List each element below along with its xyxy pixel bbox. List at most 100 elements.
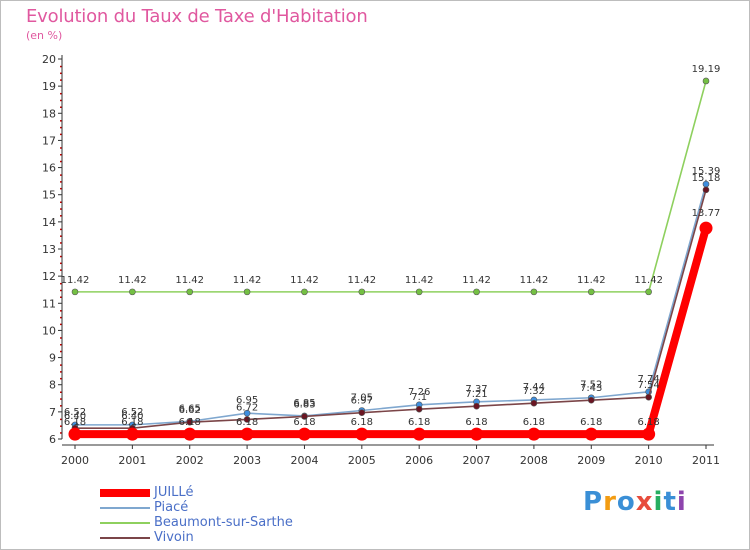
data-label: 7.26: [408, 387, 430, 398]
axes: 6 7 8 9 10 11 12 13 14 15 16 17 18 19 20 2000 2001 2002 20…: [42, 53, 720, 467]
data-label: 7.37: [465, 384, 487, 395]
y-minor-tick: [60, 262, 62, 265]
y-minor-tick: [60, 201, 62, 203]
data-point: [530, 288, 538, 296]
logo-letter: o: [616, 487, 636, 517]
y-tick-label: 13: [42, 243, 56, 256]
x-tick-label: 2004: [290, 454, 318, 467]
legend-swatch: [100, 537, 150, 539]
y-minor-tick: [60, 92, 62, 95]
data-label: 15.18: [692, 173, 721, 184]
data-label: 15.39: [692, 166, 721, 177]
data-point: [243, 416, 251, 423]
y-minor-tick: [60, 316, 62, 319]
logo-letter: P: [583, 487, 604, 517]
data-point: [642, 427, 656, 441]
y-minor-tick: [60, 344, 62, 346]
data-label: 13.77: [692, 208, 721, 219]
legend-label: JUILLé: [154, 485, 194, 500]
y-tick-label: 10: [42, 324, 56, 337]
y-tick-label: 17: [42, 134, 56, 147]
data-point: [297, 427, 311, 441]
legend-label: Vivoin: [154, 530, 194, 545]
data-point: [68, 427, 82, 441]
y-minor-tick: [60, 228, 62, 231]
y-tick-label: 11: [42, 297, 56, 310]
x-tick-label: 2011: [692, 454, 720, 467]
logo-letter: i: [676, 487, 687, 517]
logo-letter: i: [653, 487, 664, 517]
data-label: 19.19: [692, 64, 721, 75]
data-label: 6.18: [408, 417, 430, 428]
x-tick-label: 2010: [635, 454, 663, 467]
y-minor-tick: [60, 269, 62, 271]
y-minor-tick: [60, 126, 62, 129]
data-point: [125, 427, 139, 441]
data-label: 6.18: [236, 417, 258, 428]
y-minor-tick: [60, 323, 62, 326]
data-point: [645, 393, 652, 401]
data-label: 7.32: [523, 386, 545, 397]
y-tick-label: 20: [42, 53, 56, 66]
data-point: [587, 288, 595, 296]
data-label: 6.72: [236, 402, 258, 413]
data-label: 6.18: [465, 417, 487, 428]
data-point: [702, 77, 710, 85]
y-tick-label: 19: [42, 80, 56, 93]
logo-letter: t: [663, 487, 677, 517]
data-label: 6.52: [64, 407, 86, 418]
y-minor-tick: [60, 147, 62, 149]
x-tick-label: 2003: [233, 454, 261, 467]
proxiti-logo: Proxiti: [583, 487, 687, 517]
data-label: 6.65: [179, 403, 201, 414]
data-label: 7.54: [638, 380, 660, 391]
data-point: [699, 221, 713, 235]
y-minor-tick: [60, 255, 62, 258]
data-label: 6.62: [179, 405, 201, 416]
y-minor-tick: [60, 432, 62, 434]
data-point: [301, 288, 308, 296]
y-minor-tick: [60, 377, 62, 380]
data-point: [415, 405, 423, 413]
legend-swatch: [100, 507, 150, 509]
y-minor-tick: [60, 65, 62, 68]
data-label: 11.42: [233, 275, 262, 286]
chart-title: Evolution du Taux de Taxe d'Habitation: [26, 6, 368, 27]
y-minor-tick: [60, 160, 62, 163]
y-tick-label: 14: [42, 216, 56, 229]
legend-swatch: [100, 489, 150, 497]
data-label: 11.42: [347, 275, 376, 286]
data-label: 11.42: [577, 275, 606, 286]
x-tick-label: 2007: [463, 454, 491, 467]
data-label: 6.97: [351, 396, 373, 407]
y-minor-tick: [60, 187, 62, 190]
y-minor-tick: [60, 120, 62, 122]
y-minor-tick: [60, 106, 62, 108]
logo-letter: r: [603, 487, 617, 517]
legend-swatch: [100, 522, 150, 524]
data-label: 7.1: [411, 392, 427, 403]
y-minor-tick: [60, 391, 62, 393]
y-minor-tick: [60, 371, 62, 373]
data-labels: 6.18 6.18 6.18 6.18 6.18 6.18 6.18 6.18 6.18 6.18…: [61, 64, 721, 428]
data-label: 7.74: [638, 374, 660, 385]
series-lines: [68, 77, 713, 441]
data-point: [240, 427, 254, 441]
logo-letter: x: [635, 487, 654, 517]
y-tick-label: 8: [49, 379, 56, 392]
y-minor-tick: [60, 174, 62, 176]
data-label: 6.83: [293, 399, 315, 410]
data-label: 11.42: [290, 275, 319, 286]
data-point: [584, 427, 598, 441]
data-label: 7.21: [465, 389, 487, 400]
data-point: [527, 427, 541, 441]
y-tick-label: 7: [49, 406, 56, 419]
data-point: [358, 288, 366, 296]
data-label: 7.44: [523, 382, 545, 393]
data-label: 6.18: [293, 417, 315, 428]
data-label: 11.42: [462, 275, 491, 286]
data-label: 6.18: [179, 417, 201, 428]
x-tick-label: 2005: [348, 454, 376, 467]
